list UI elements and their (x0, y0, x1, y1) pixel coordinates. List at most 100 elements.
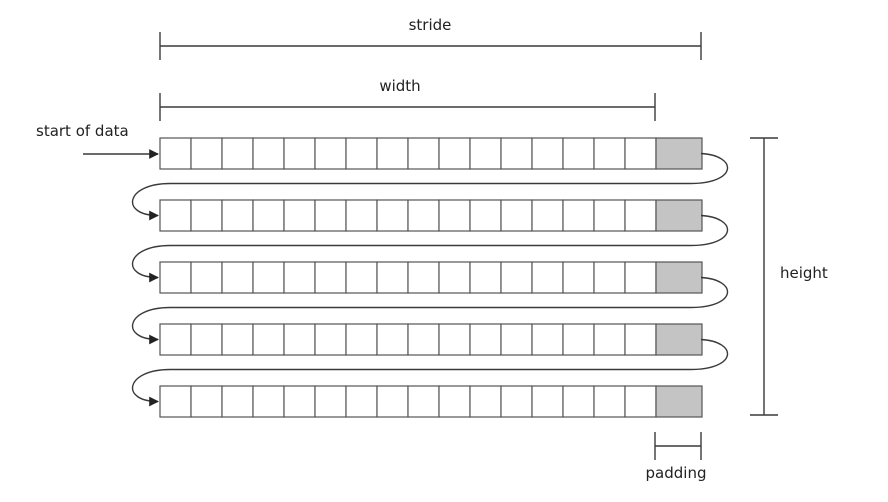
memory-row (159, 199, 703, 232)
data-cell (593, 385, 626, 418)
data-cell (407, 323, 440, 356)
data-cell (438, 261, 471, 294)
data-cell (624, 261, 657, 294)
height-label: height (780, 264, 828, 282)
data-cell (190, 199, 223, 232)
data-cell (438, 137, 471, 170)
data-cell (221, 137, 254, 170)
data-cell (221, 385, 254, 418)
data-cell (562, 137, 595, 170)
data-cell (190, 137, 223, 170)
data-cell (438, 323, 471, 356)
data-cell (221, 199, 254, 232)
data-cell (624, 323, 657, 356)
data-cell (562, 323, 595, 356)
data-cell (314, 261, 347, 294)
data-cell (345, 199, 378, 232)
data-cell (624, 385, 657, 418)
data-cell (159, 323, 192, 356)
data-cell (531, 199, 564, 232)
data-cell (438, 385, 471, 418)
padding-cell (655, 385, 703, 418)
data-cell (159, 199, 192, 232)
memory-row (159, 261, 703, 294)
data-cell (190, 385, 223, 418)
padding-dimension: padding (646, 432, 707, 482)
data-cell (283, 137, 316, 170)
memory-rows (159, 137, 703, 418)
data-cell (221, 261, 254, 294)
padding-label: padding (646, 464, 707, 482)
data-cell (190, 261, 223, 294)
data-cell (376, 323, 409, 356)
data-cell (159, 137, 192, 170)
data-cell (624, 199, 657, 232)
memory-row (159, 385, 703, 418)
data-cell (500, 261, 533, 294)
data-cell (283, 199, 316, 232)
padding-cell (655, 323, 703, 356)
data-cell (376, 385, 409, 418)
data-cell (407, 261, 440, 294)
data-cell (252, 385, 285, 418)
data-cell (407, 137, 440, 170)
data-cell (469, 385, 502, 418)
data-cell (500, 385, 533, 418)
padding-cell (655, 137, 703, 170)
row-wrap-arrow (131, 152, 729, 221)
row-wrap-arrow (131, 214, 729, 283)
data-cell (376, 261, 409, 294)
row-wrap-arrow (131, 276, 729, 345)
width-label: width (379, 77, 420, 95)
data-cell (469, 137, 502, 170)
height-dimension: height (750, 137, 828, 416)
data-cell (190, 323, 223, 356)
data-cell (252, 137, 285, 170)
data-cell (469, 199, 502, 232)
data-cell (500, 199, 533, 232)
row-wrap-arrows (131, 152, 729, 407)
padding-cell (655, 199, 703, 232)
data-cell (252, 323, 285, 356)
data-cell (531, 385, 564, 418)
data-cell (252, 199, 285, 232)
data-cell (562, 385, 595, 418)
data-cell (314, 199, 347, 232)
data-cell (593, 261, 626, 294)
padding-cell (655, 261, 703, 294)
data-cell (283, 261, 316, 294)
data-cell (314, 385, 347, 418)
data-cell (438, 199, 471, 232)
data-cell (283, 385, 316, 418)
data-cell (407, 199, 440, 232)
memory-row (159, 137, 703, 170)
data-cell (531, 137, 564, 170)
data-cell (531, 261, 564, 294)
start-of-data-pointer: start of data (36, 122, 159, 159)
data-cell (345, 261, 378, 294)
data-cell (531, 323, 564, 356)
memory-row (159, 323, 703, 356)
data-cell (593, 199, 626, 232)
stride-dimension: stride (159, 16, 702, 60)
data-cell (562, 261, 595, 294)
row-wrap-arrow (131, 338, 729, 407)
data-cell (345, 137, 378, 170)
data-cell (500, 137, 533, 170)
data-cell (314, 323, 347, 356)
data-cell (159, 261, 192, 294)
data-cell (314, 137, 347, 170)
data-cell (376, 199, 409, 232)
data-cell (159, 385, 192, 418)
data-cell (221, 323, 254, 356)
data-cell (562, 199, 595, 232)
data-cell (407, 385, 440, 418)
start-of-data-label: start of data (36, 122, 129, 140)
data-cell (593, 137, 626, 170)
data-cell (345, 385, 378, 418)
data-cell (500, 323, 533, 356)
stride-label: stride (409, 16, 452, 34)
data-cell (252, 261, 285, 294)
data-cell (469, 323, 502, 356)
